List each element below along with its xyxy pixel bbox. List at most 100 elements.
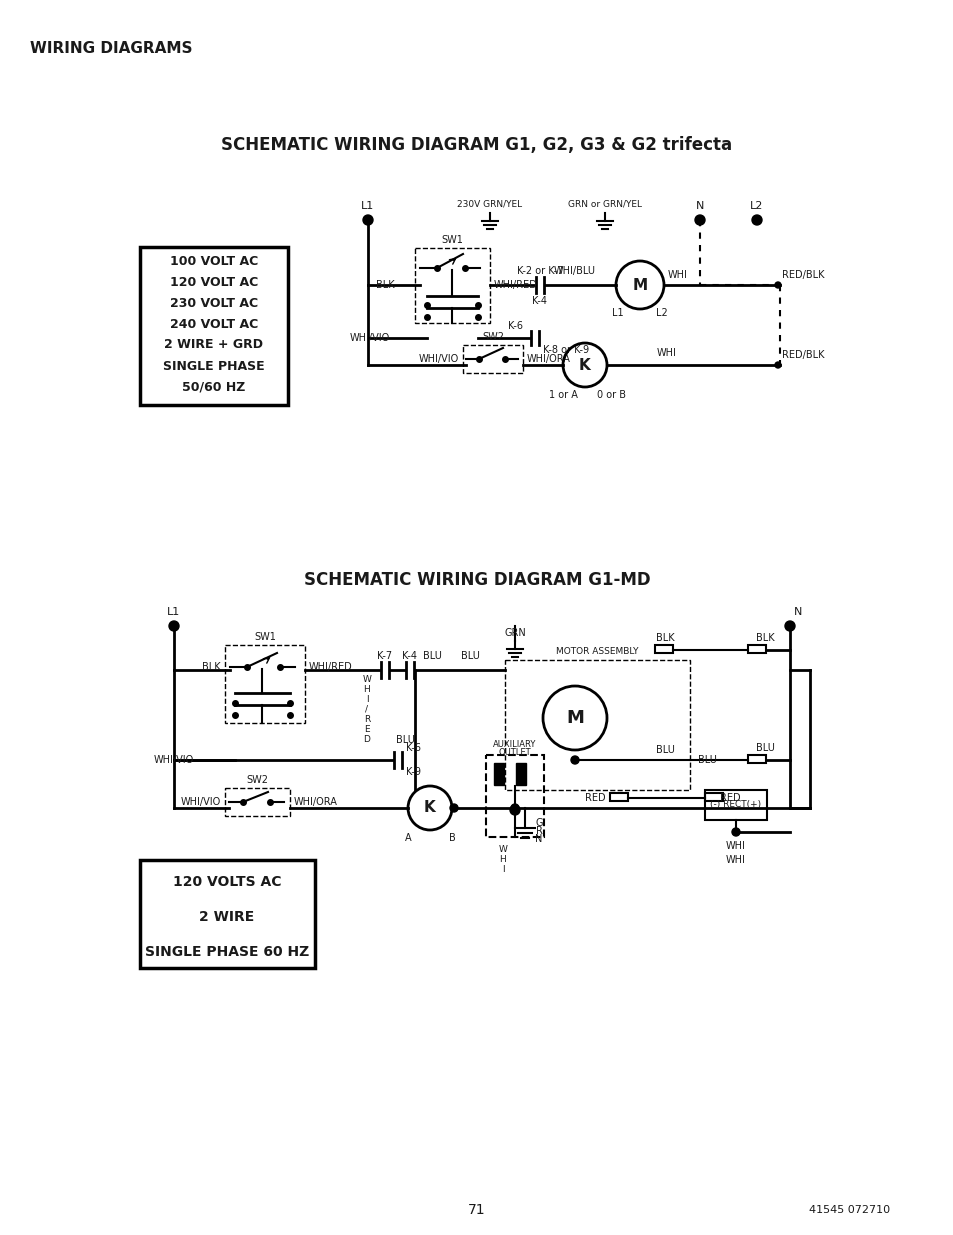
Bar [225, 645, 305, 722]
Text: K-2 or K-7: K-2 or K-7 [517, 266, 562, 275]
Text: (-) RECT(+): (-) RECT(+) [710, 800, 760, 809]
Text: 120 VOLT AC: 120 VOLT AC [170, 275, 258, 289]
Text: L1: L1 [612, 308, 623, 317]
Text: K-6: K-6 [406, 743, 420, 753]
Text: L2: L2 [656, 308, 667, 317]
Text: D: D [363, 735, 370, 743]
Circle shape [751, 215, 761, 225]
Text: K: K [424, 800, 436, 815]
Text: BLK: BLK [655, 634, 674, 643]
Text: G: G [535, 818, 542, 827]
Bar [140, 860, 314, 968]
Bar [747, 645, 765, 653]
Circle shape [695, 215, 704, 225]
Circle shape [510, 805, 519, 815]
Text: SCHEMATIC WIRING DIAGRAM G1, G2, G3 & G2 trifecta: SCHEMATIC WIRING DIAGRAM G1, G2, G3 & G2… [221, 136, 732, 154]
Text: SW1: SW1 [440, 235, 462, 245]
Text: I: I [365, 695, 368, 704]
Text: L1: L1 [167, 606, 180, 618]
Text: WHI: WHI [657, 348, 677, 358]
Text: K: K [578, 357, 590, 373]
Text: WHI/VIO: WHI/VIO [153, 755, 193, 764]
Bar [485, 755, 543, 837]
Text: WHI/ORA: WHI/ORA [526, 354, 570, 364]
Circle shape [363, 215, 373, 225]
Text: WHI/RED: WHI/RED [494, 280, 537, 290]
Text: BLK: BLK [376, 280, 395, 290]
Text: RED: RED [584, 793, 604, 803]
Text: SCHEMATIC WIRING DIAGRAM G1-MD: SCHEMATIC WIRING DIAGRAM G1-MD [303, 571, 650, 589]
Text: 0 or B: 0 or B [597, 390, 626, 400]
Text: H: H [363, 685, 370, 694]
Text: BLU: BLU [655, 745, 674, 755]
Text: 1 or A: 1 or A [548, 390, 577, 400]
Text: A: A [404, 832, 411, 844]
Text: 41545 072710: 41545 072710 [808, 1205, 889, 1215]
Text: BLU: BLU [422, 651, 441, 661]
Text: BLU: BLU [698, 755, 716, 764]
Text: 240 VOLT AC: 240 VOLT AC [170, 317, 258, 331]
Text: R: R [535, 826, 542, 836]
Text: W: W [498, 845, 507, 853]
Text: WHI/VIO: WHI/VIO [350, 333, 390, 343]
Text: H: H [499, 855, 506, 864]
Bar [504, 659, 689, 790]
Circle shape [731, 827, 740, 836]
Text: BLK: BLK [755, 634, 774, 643]
Text: WHI/ORA: WHI/ORA [294, 797, 337, 806]
Text: 2 WIRE: 2 WIRE [199, 910, 254, 924]
Text: AUXILIARY: AUXILIARY [493, 741, 537, 750]
Text: 230V GRN/YEL: 230V GRN/YEL [456, 199, 522, 207]
Text: OUTLET: OUTLET [498, 748, 531, 757]
Text: K-8 or K-9: K-8 or K-9 [542, 345, 589, 354]
Bar [704, 790, 766, 820]
Text: /: / [365, 705, 368, 714]
Text: WHI/BLU: WHI/BLU [554, 266, 596, 275]
Text: RED: RED [719, 793, 740, 803]
Text: N: N [793, 606, 801, 618]
Text: SINGLE PHASE: SINGLE PHASE [163, 359, 265, 373]
Bar [415, 248, 490, 324]
Text: M: M [632, 278, 647, 293]
Text: L2: L2 [749, 201, 763, 211]
Text: K-4: K-4 [532, 296, 547, 306]
Circle shape [511, 804, 518, 811]
Bar [462, 345, 522, 373]
Text: 2 WIRE + GRD: 2 WIRE + GRD [164, 338, 263, 352]
Text: SINGLE PHASE 60 HZ: SINGLE PHASE 60 HZ [145, 945, 309, 960]
Text: K-4: K-4 [402, 651, 417, 661]
Text: W: W [362, 676, 371, 684]
Text: WHI: WHI [667, 270, 687, 280]
Text: SW1: SW1 [253, 632, 275, 642]
Text: N: N [535, 834, 542, 844]
Bar [704, 793, 722, 802]
Text: RED/BLK: RED/BLK [781, 350, 823, 359]
Circle shape [169, 621, 179, 631]
Text: SW2: SW2 [481, 332, 503, 342]
Circle shape [571, 756, 578, 764]
Text: BLU: BLU [460, 651, 479, 661]
Text: WHI/RED: WHI/RED [309, 662, 353, 672]
Text: B: B [448, 832, 455, 844]
Bar [516, 763, 525, 785]
Text: 100 VOLT AC: 100 VOLT AC [170, 254, 258, 268]
Bar [747, 755, 765, 763]
Text: K-7: K-7 [377, 651, 392, 661]
Text: BLK: BLK [202, 662, 221, 672]
Text: BLU: BLU [755, 743, 774, 753]
Text: BLU: BLU [395, 735, 414, 745]
Text: WHI: WHI [725, 855, 745, 864]
Circle shape [450, 804, 457, 811]
Text: SW2: SW2 [246, 776, 268, 785]
Text: MOTOR ASSEMBLY: MOTOR ASSEMBLY [556, 647, 638, 657]
Text: L1: L1 [361, 201, 375, 211]
Text: N: N [695, 201, 703, 211]
Bar [494, 763, 503, 785]
Text: K-9: K-9 [406, 767, 420, 777]
Text: 71: 71 [468, 1203, 485, 1216]
Bar [140, 247, 288, 405]
Circle shape [774, 282, 781, 288]
Text: GRN: GRN [503, 629, 525, 638]
Text: RED/BLK: RED/BLK [781, 270, 823, 280]
Circle shape [784, 621, 794, 631]
